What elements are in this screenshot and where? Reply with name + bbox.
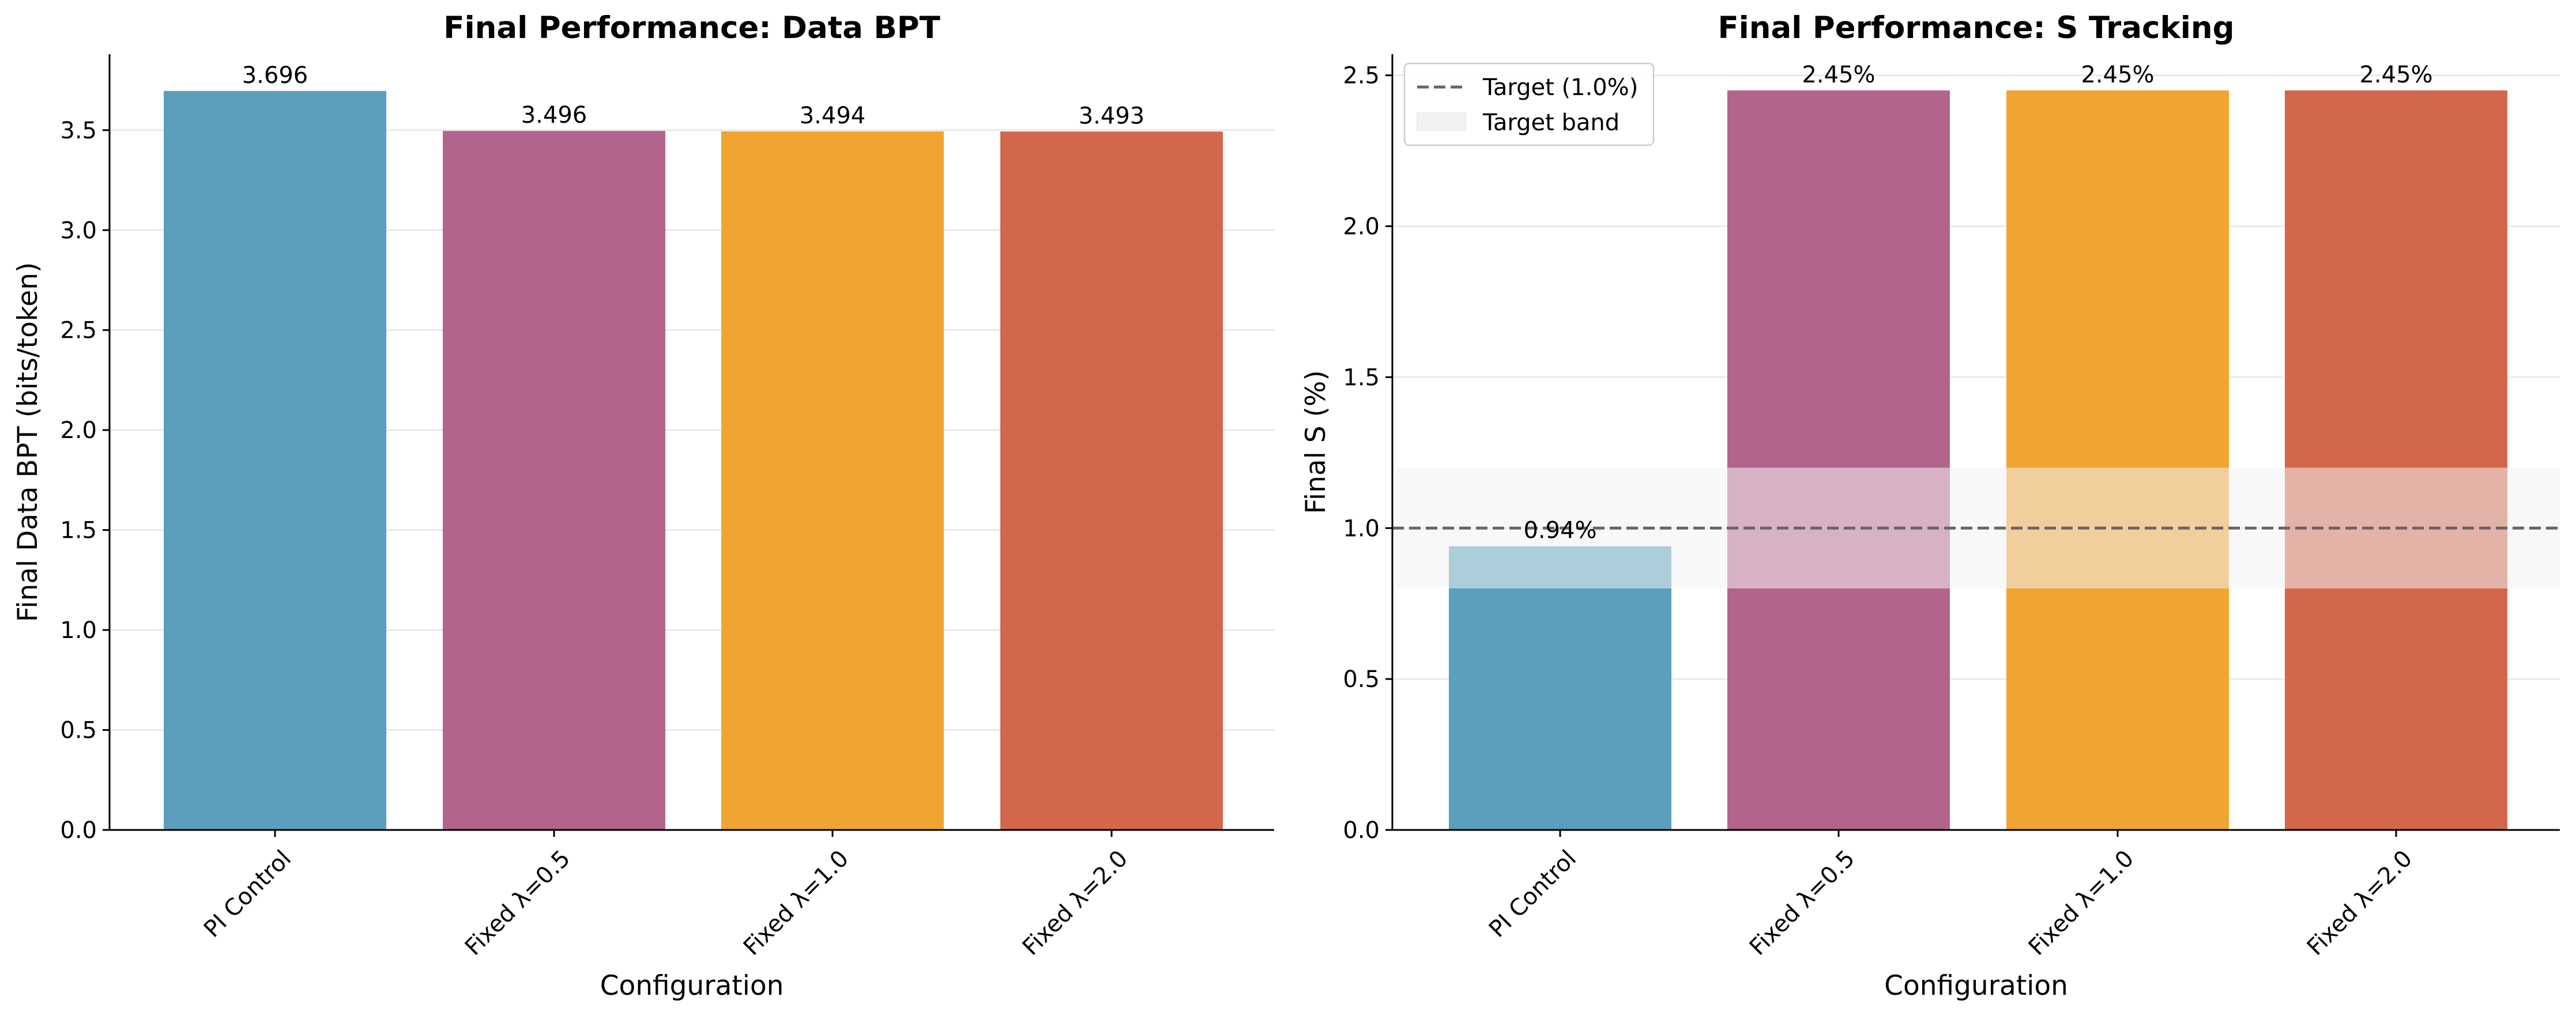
legend-box xyxy=(1403,62,1655,146)
data-label: 2.45% xyxy=(2359,62,2432,88)
y-tick-label: 2.0 xyxy=(60,417,97,444)
data-label: 3.496 xyxy=(521,102,587,129)
y-tick-label: 0.5 xyxy=(1343,666,1380,693)
y-tick-label: 3.0 xyxy=(60,217,97,244)
legend-label-target: Target (1.0%) xyxy=(1482,74,1638,101)
data-label: 3.494 xyxy=(800,103,866,129)
bar xyxy=(1000,131,1223,831)
y-tick-label: 0.5 xyxy=(60,718,97,744)
data-label: 2.45% xyxy=(2081,62,2154,88)
legend: Target (1.0%) Target band xyxy=(1403,62,1655,146)
data-label: 3.696 xyxy=(242,62,308,89)
y-tick-label: 2.0 xyxy=(1343,214,1380,240)
x-axis-label: Configuration xyxy=(600,970,784,1002)
bar xyxy=(1449,546,1671,830)
legend-band-swatch xyxy=(1417,112,1466,131)
bar xyxy=(164,90,386,830)
bar xyxy=(1727,90,1950,830)
y-axis-label: Final Data BPT (bits/token) xyxy=(12,262,44,622)
y-tick-label: 2.5 xyxy=(60,318,97,344)
y-tick-label: 2.5 xyxy=(1343,63,1380,89)
legend-label-band: Target band xyxy=(1482,110,1620,136)
y-tick-label: 1.0 xyxy=(1343,515,1380,542)
y-tick-label: 1.5 xyxy=(1343,364,1380,391)
x-axis-label: Configuration xyxy=(1884,970,2068,1002)
bar xyxy=(2285,90,2507,830)
y-axis-label: Final S (%) xyxy=(1300,370,1332,514)
bar xyxy=(721,131,944,830)
chart-title: Final Performance: S Tracking xyxy=(1718,10,2234,46)
y-tick-label: 1.5 xyxy=(60,518,97,544)
y-tick-label: 0.0 xyxy=(60,817,97,844)
data-label: 0.94% xyxy=(1523,518,1596,544)
bar xyxy=(443,131,665,830)
s-tracking-chart: 0.94%2.45% 2.45% 2.45%0.00.51.01.52.02.5PI… xyxy=(1300,10,2560,1002)
data-label: 3.493 xyxy=(1079,103,1145,129)
data-label: 2.45% xyxy=(1802,62,1875,88)
chart-title: Final Performance: Data BPT xyxy=(443,10,940,46)
y-tick-label: 3.5 xyxy=(60,118,97,144)
y-tick-label: 1.0 xyxy=(60,617,97,644)
y-tick-label: 0.0 xyxy=(1343,817,1380,844)
bar xyxy=(2006,90,2229,830)
